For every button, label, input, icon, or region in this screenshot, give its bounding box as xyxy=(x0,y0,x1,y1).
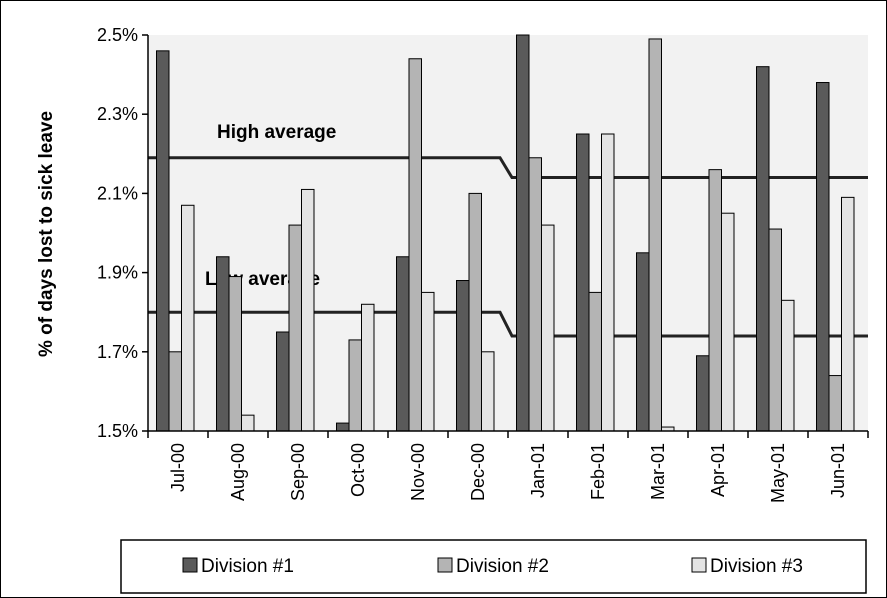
x-tick-label: Nov-00 xyxy=(408,443,428,501)
bar-3-may-01 xyxy=(781,299,795,432)
y-axis-label: % of days lost to sick leave xyxy=(36,111,57,357)
bar-1-jul-00 xyxy=(156,50,170,432)
y-tick-label: 2.1% xyxy=(97,183,138,203)
bar-2-nov-00 xyxy=(408,58,422,432)
bar-2-may-01 xyxy=(768,228,782,432)
x-tick-label: Mar-01 xyxy=(648,443,668,500)
legend-swatch xyxy=(182,557,198,573)
x-tick-label: Sep-00 xyxy=(288,443,308,501)
legend: Division #1 Division #2 Division #3 xyxy=(120,539,867,594)
bar-1-jun-01 xyxy=(816,82,830,432)
bar-2-jun-01 xyxy=(828,375,842,432)
bar-1-oct-00 xyxy=(336,422,350,432)
y-tick-label: 1.9% xyxy=(97,263,138,283)
y-tick-label: 1.5% xyxy=(97,421,138,441)
x-tick-label: Dec-00 xyxy=(468,443,488,501)
x-tick-label: Apr-01 xyxy=(708,443,728,497)
legend-swatch xyxy=(691,557,707,573)
y-tick-label: 2.5% xyxy=(97,25,138,45)
legend-label: Division #1 xyxy=(201,556,294,577)
x-tick-label: Jul-00 xyxy=(168,443,188,492)
bar-3-sep-00 xyxy=(301,188,315,432)
y-tick-label: 2.3% xyxy=(97,104,138,124)
bar-2-feb-01 xyxy=(588,291,602,432)
legend-swatch xyxy=(437,557,453,573)
legend-label: Division #2 xyxy=(456,556,549,577)
bar-1-feb-01 xyxy=(576,133,590,432)
bar-1-apr-01 xyxy=(696,355,710,432)
axes: 1.5% 1.7% 1.9% 2.1% 2.3% 2.5% Jul-00 Aug-00 Sep-… xyxy=(97,25,869,503)
bar-1-aug-00 xyxy=(216,256,230,432)
bar-3-apr-01 xyxy=(721,212,735,432)
bar-2-aug-00 xyxy=(228,276,242,432)
bar-2-sep-00 xyxy=(288,224,302,432)
bar-1-dec-00 xyxy=(456,280,470,432)
bar-3-oct-00 xyxy=(361,303,375,432)
bar-2-dec-00 xyxy=(468,192,482,432)
x-tick-label: May-01 xyxy=(768,443,788,503)
x-tick-label: Jan-01 xyxy=(528,443,548,498)
bar-2-apr-01 xyxy=(708,169,722,432)
bar-3-jun-01 xyxy=(841,196,855,432)
bars xyxy=(156,34,855,432)
legend-box xyxy=(120,539,867,594)
high-average-label: High average xyxy=(217,122,336,143)
bar-2-jul-00 xyxy=(168,351,182,432)
legend-label: Division #3 xyxy=(710,556,803,577)
plot-area xyxy=(148,35,868,431)
x-tick-label: Aug-00 xyxy=(228,443,248,501)
low-average-line xyxy=(148,310,868,338)
bar-2-mar-01 xyxy=(648,38,662,432)
bar-1-mar-01 xyxy=(636,252,650,432)
bar-1-sep-00 xyxy=(276,331,290,432)
bar-3-nov-00 xyxy=(421,291,435,432)
x-tick-label: Feb-01 xyxy=(588,443,608,500)
y-tick-label: 1.7% xyxy=(97,342,138,362)
bar-1-may-01 xyxy=(756,66,770,432)
bar-2-oct-00 xyxy=(348,339,362,432)
bar-3-jan-01 xyxy=(541,224,555,432)
x-tick-label: Jun-01 xyxy=(828,443,848,498)
bar-1-nov-00 xyxy=(396,256,410,432)
bar-3-dec-00 xyxy=(481,351,495,432)
bar-3-feb-01 xyxy=(601,133,615,432)
bar-1-jan-01 xyxy=(516,34,530,432)
x-tick-label: Oct-00 xyxy=(348,443,368,497)
bar-2-jan-01 xyxy=(528,157,542,432)
high-average-line xyxy=(148,156,868,180)
bar-3-jul-00 xyxy=(181,204,195,432)
bar-3-aug-00 xyxy=(241,414,255,432)
plot-background xyxy=(148,35,868,431)
